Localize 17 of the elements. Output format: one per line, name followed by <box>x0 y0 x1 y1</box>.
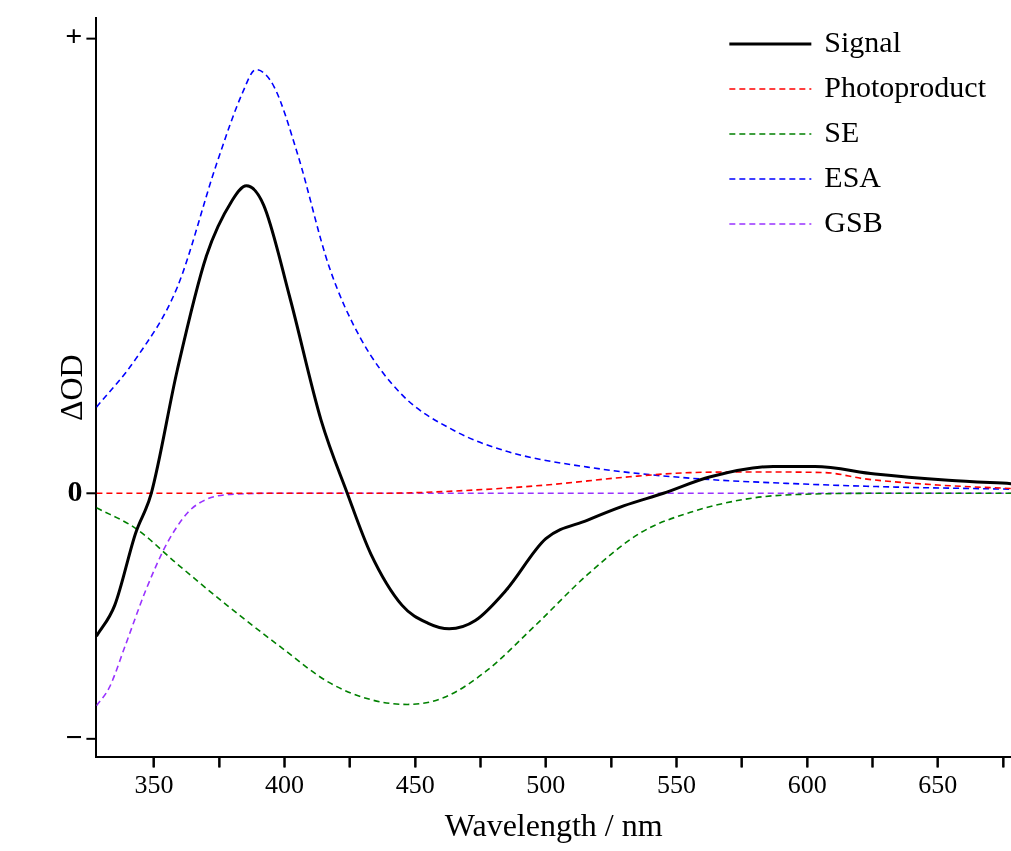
x-tick-label: 650 <box>918 769 958 799</box>
x-tick-label: 450 <box>395 769 435 799</box>
x-tick-label: 500 <box>526 769 566 799</box>
text: + <box>65 19 83 53</box>
legend-label: Photoproduct <box>824 69 987 103</box>
x-tick-label: 350 <box>134 769 174 799</box>
x-tick-label: 600 <box>787 769 827 799</box>
legend-label: ESA <box>824 159 882 193</box>
text: − <box>65 719 83 753</box>
legend-label: SE <box>824 114 860 148</box>
x-tick-label: 550 <box>657 769 697 799</box>
x-tick-label: 400 <box>265 769 305 799</box>
y-axis-title: ΔOD <box>52 354 89 422</box>
legend-label: Signal <box>824 24 902 58</box>
text: 0 <box>67 474 83 508</box>
x-axis-title: Wavelength / nm <box>444 807 663 844</box>
legend-label: GSB <box>824 204 883 238</box>
